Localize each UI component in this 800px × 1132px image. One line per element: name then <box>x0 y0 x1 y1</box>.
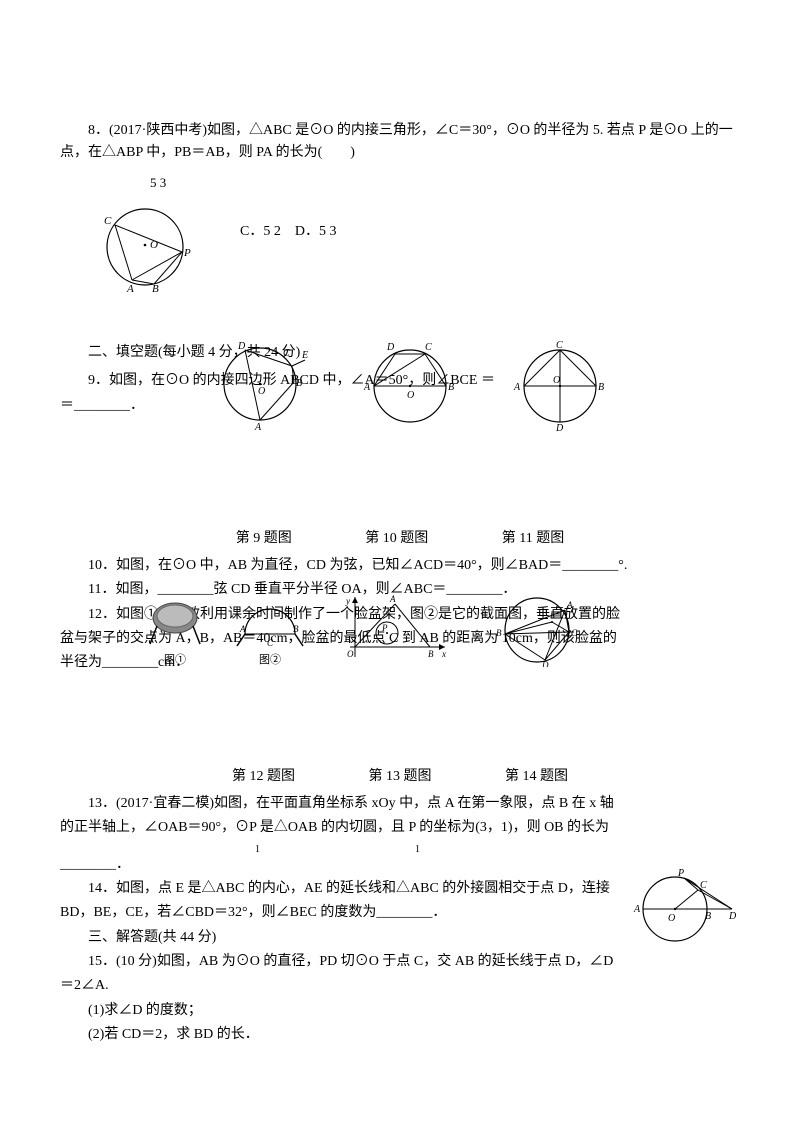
svg-text:C: C <box>700 880 707 891</box>
caption-row-2: 第 12 题图 第 13 题图 第 14 题图 <box>60 765 740 785</box>
svg-text:D: D <box>386 342 395 353</box>
fig12a-label: 图① <box>145 651 205 667</box>
q15d: (2)若 CD＝2，求 BD 的长． <box>60 1024 740 1046</box>
sub1: 1 <box>255 844 260 855</box>
cap10: 第 10 题图 <box>365 527 428 547</box>
svg-text:B: B <box>496 628 502 638</box>
sub2: 1 <box>415 844 420 855</box>
svg-text:B: B <box>152 283 159 292</box>
svg-text:A: A <box>254 422 262 431</box>
q8-circle-row: O C A B P C．5 2 D．5 3 <box>60 202 740 292</box>
svg-text:A: A <box>513 382 521 393</box>
q8-circle-svg: O C A B P <box>90 202 200 292</box>
fig12b-label: 图② <box>235 651 305 667</box>
section2-row: 二、填空题(每小题 4 分，共 24 分) 9．如图，在⊙O 的内接四边形 AB… <box>60 342 740 452</box>
svg-text:E: E <box>549 610 556 620</box>
svg-text:D: D <box>237 341 246 352</box>
fig9: O D C E B A <box>210 336 310 431</box>
cap12: 第 12 题图 <box>232 765 295 785</box>
svg-text:B: B <box>296 378 302 389</box>
svg-text:D: D <box>541 660 549 667</box>
svg-text:A: A <box>566 600 573 610</box>
svg-text:C: C <box>556 340 563 351</box>
svg-text:A: A <box>633 904 641 915</box>
svg-text:B: B <box>705 911 711 922</box>
svg-text:E: E <box>301 350 308 361</box>
q13b: 的正半轴上，∠OAB＝90°，⊙P 是△OAB 的内切圆，且 P 的坐标为(3，… <box>60 817 740 839</box>
fig12-1: 图① <box>145 596 205 667</box>
svg-text:P: P <box>183 247 191 259</box>
q15a: 15．(10 分)如图，AB 为⊙O 的直径，PD 切⊙O 于点 C，交 AB … <box>60 951 740 973</box>
svg-text:C: C <box>267 638 274 648</box>
svg-text:B: B <box>293 624 299 634</box>
svg-text:A: A <box>389 594 396 604</box>
fig11: O A B C D <box>505 336 615 431</box>
svg-text:y: y <box>345 596 350 606</box>
q12-block: 12．如图①，小敏利用课余时间制作了一个脸盆架，图②是它的截面图，垂直放置的脸 … <box>60 604 740 675</box>
svg-text:O: O <box>258 386 265 397</box>
fig12-2: A B C 图② <box>235 596 305 667</box>
svg-text:P: P <box>677 868 684 879</box>
cap14: 第 14 题图 <box>505 765 568 785</box>
q15c: (1)求∠D 的度数； <box>60 1000 740 1022</box>
q10-text: 10．如图，在⊙O 中，AB 为直径，CD 为弦，已知∠ACD＝40°，则∠BA… <box>60 555 740 577</box>
caption-row-1: 第 9 题图 第 10 题图 第 11 题图 <box>60 527 740 547</box>
fig14: A B C D E <box>490 592 585 667</box>
q8-text: 8．(2017·陕西中考)如图，△ABC 是⊙O 的内接三角形，∠C＝30°，⊙… <box>60 120 740 165</box>
cap13: 第 13 题图 <box>369 765 432 785</box>
q8-options-cd: C．5 2 D．5 3 <box>240 220 336 240</box>
q14-block: 14．如图，点 E 是△ABC 的内心，AE 的延长线和△ABC 的外接圆相交于… <box>60 878 740 925</box>
svg-text:O: O <box>553 375 560 386</box>
fig13: A P O B x y <box>340 592 450 662</box>
q15b: ＝2∠A. <box>60 975 740 997</box>
svg-text:O: O <box>407 390 414 401</box>
fig10: O A B D C <box>355 336 465 431</box>
cap9: 第 9 题图 <box>236 527 292 547</box>
q13a: 13．(2017·宜春二模)如图，在平面直角坐标系 xOy 中，点 A 在第一象… <box>60 793 740 815</box>
fig15: O A B D C P <box>620 864 740 949</box>
svg-text:A: A <box>239 624 246 634</box>
svg-text:C: C <box>283 348 290 359</box>
svg-text:O: O <box>347 649 354 659</box>
svg-text:B: B <box>448 382 454 393</box>
q8-figure-row: 5 3 <box>60 175 740 192</box>
svg-text:A: A <box>126 283 134 292</box>
svg-text:B: B <box>428 649 434 659</box>
svg-text:A: A <box>363 382 371 393</box>
svg-text:D: D <box>555 423 564 431</box>
frac-top: 5 3 <box>150 175 166 190</box>
svg-text:x: x <box>441 649 446 659</box>
svg-text:O: O <box>668 913 675 924</box>
svg-text:C: C <box>425 342 432 353</box>
svg-text:C: C <box>571 628 578 638</box>
svg-text:B: B <box>598 382 604 393</box>
svg-text:D: D <box>728 911 737 922</box>
cap11: 第 11 题图 <box>502 527 564 547</box>
svg-text:C: C <box>104 215 112 227</box>
svg-text:P: P <box>381 623 388 633</box>
